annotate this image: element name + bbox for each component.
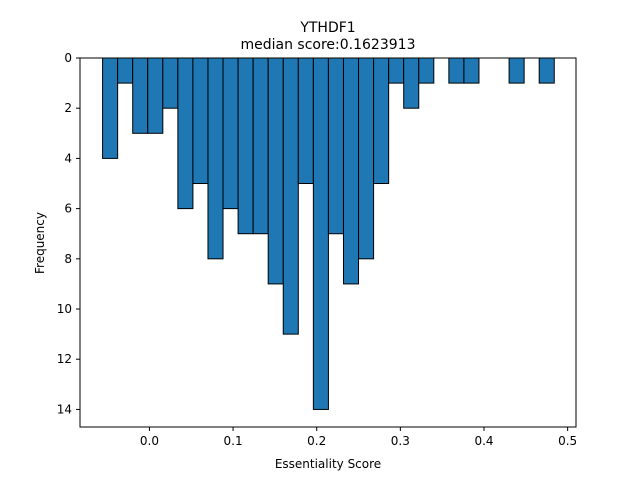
- x-tick-label-3: 0.3: [391, 434, 410, 448]
- histogram-bar-22: [448, 57, 465, 84]
- histogram-bar-5: [177, 57, 194, 210]
- histogram-bar-23: [463, 57, 480, 84]
- histogram-bar-10: [252, 57, 269, 235]
- histogram-bar-8: [222, 57, 239, 210]
- chart-subtitle: median score:0.1623913: [241, 37, 416, 53]
- x-tick-label-1: 0.1: [224, 434, 243, 448]
- y-tick-label-4: 8: [64, 252, 72, 266]
- histogram-bar-4: [162, 57, 179, 109]
- x-axis-ticks: 0.0 0.1 0.2 0.3 0.4 0.5: [140, 427, 577, 448]
- x-tick-label-4: 0.4: [474, 434, 493, 448]
- plot-frame: [79, 57, 577, 428]
- histogram-bar-13: [297, 57, 314, 185]
- x-tick-label-5: 0.5: [558, 434, 577, 448]
- histogram-bar-16: [342, 57, 360, 285]
- histogram-bar-17: [358, 57, 375, 260]
- chart-title: YTHDF1: [299, 20, 355, 36]
- histogram-bar-9: [237, 57, 254, 235]
- y-tick-label-3: 6: [64, 202, 72, 216]
- histogram-bar-2: [132, 57, 149, 134]
- histogram-bar-15: [327, 57, 344, 235]
- y-tick-label-0: 0: [64, 51, 72, 65]
- y-axis-label: Frequency: [33, 212, 47, 274]
- histogram-bar-7: [207, 57, 224, 260]
- histogram-bar-0: [102, 57, 119, 159]
- histogram-bar-11: [267, 57, 284, 285]
- histogram-bar-18: [373, 57, 390, 185]
- x-tick-label-0: 0.0: [140, 434, 159, 448]
- histogram-bar-19: [388, 57, 405, 84]
- histogram-bar-1: [117, 57, 134, 84]
- y-axis-ticks: 0 2 4 6 8 10 12 14: [57, 51, 80, 416]
- x-axis-label: Essentiality Score: [275, 457, 381, 471]
- histogram-bar-25: [538, 57, 555, 84]
- y-tick-label-1: 2: [64, 101, 72, 115]
- histogram-bar-6: [192, 57, 209, 185]
- bars-group: [102, 57, 555, 410]
- y-tick-label-7: 14: [57, 402, 72, 416]
- histogram-bar-20: [403, 57, 420, 109]
- y-tick-label-6: 12: [57, 352, 72, 366]
- histogram-bar-3: [147, 57, 164, 134]
- y-tick-label-5: 10: [57, 302, 72, 316]
- y-tick-label-2: 4: [64, 151, 72, 165]
- histogram-bar-21: [418, 57, 435, 84]
- histogram-bar-12: [282, 57, 299, 335]
- histogram-bar-14: [312, 57, 329, 410]
- x-tick-label-2: 0.2: [307, 434, 326, 448]
- histogram-bar-24: [508, 57, 525, 84]
